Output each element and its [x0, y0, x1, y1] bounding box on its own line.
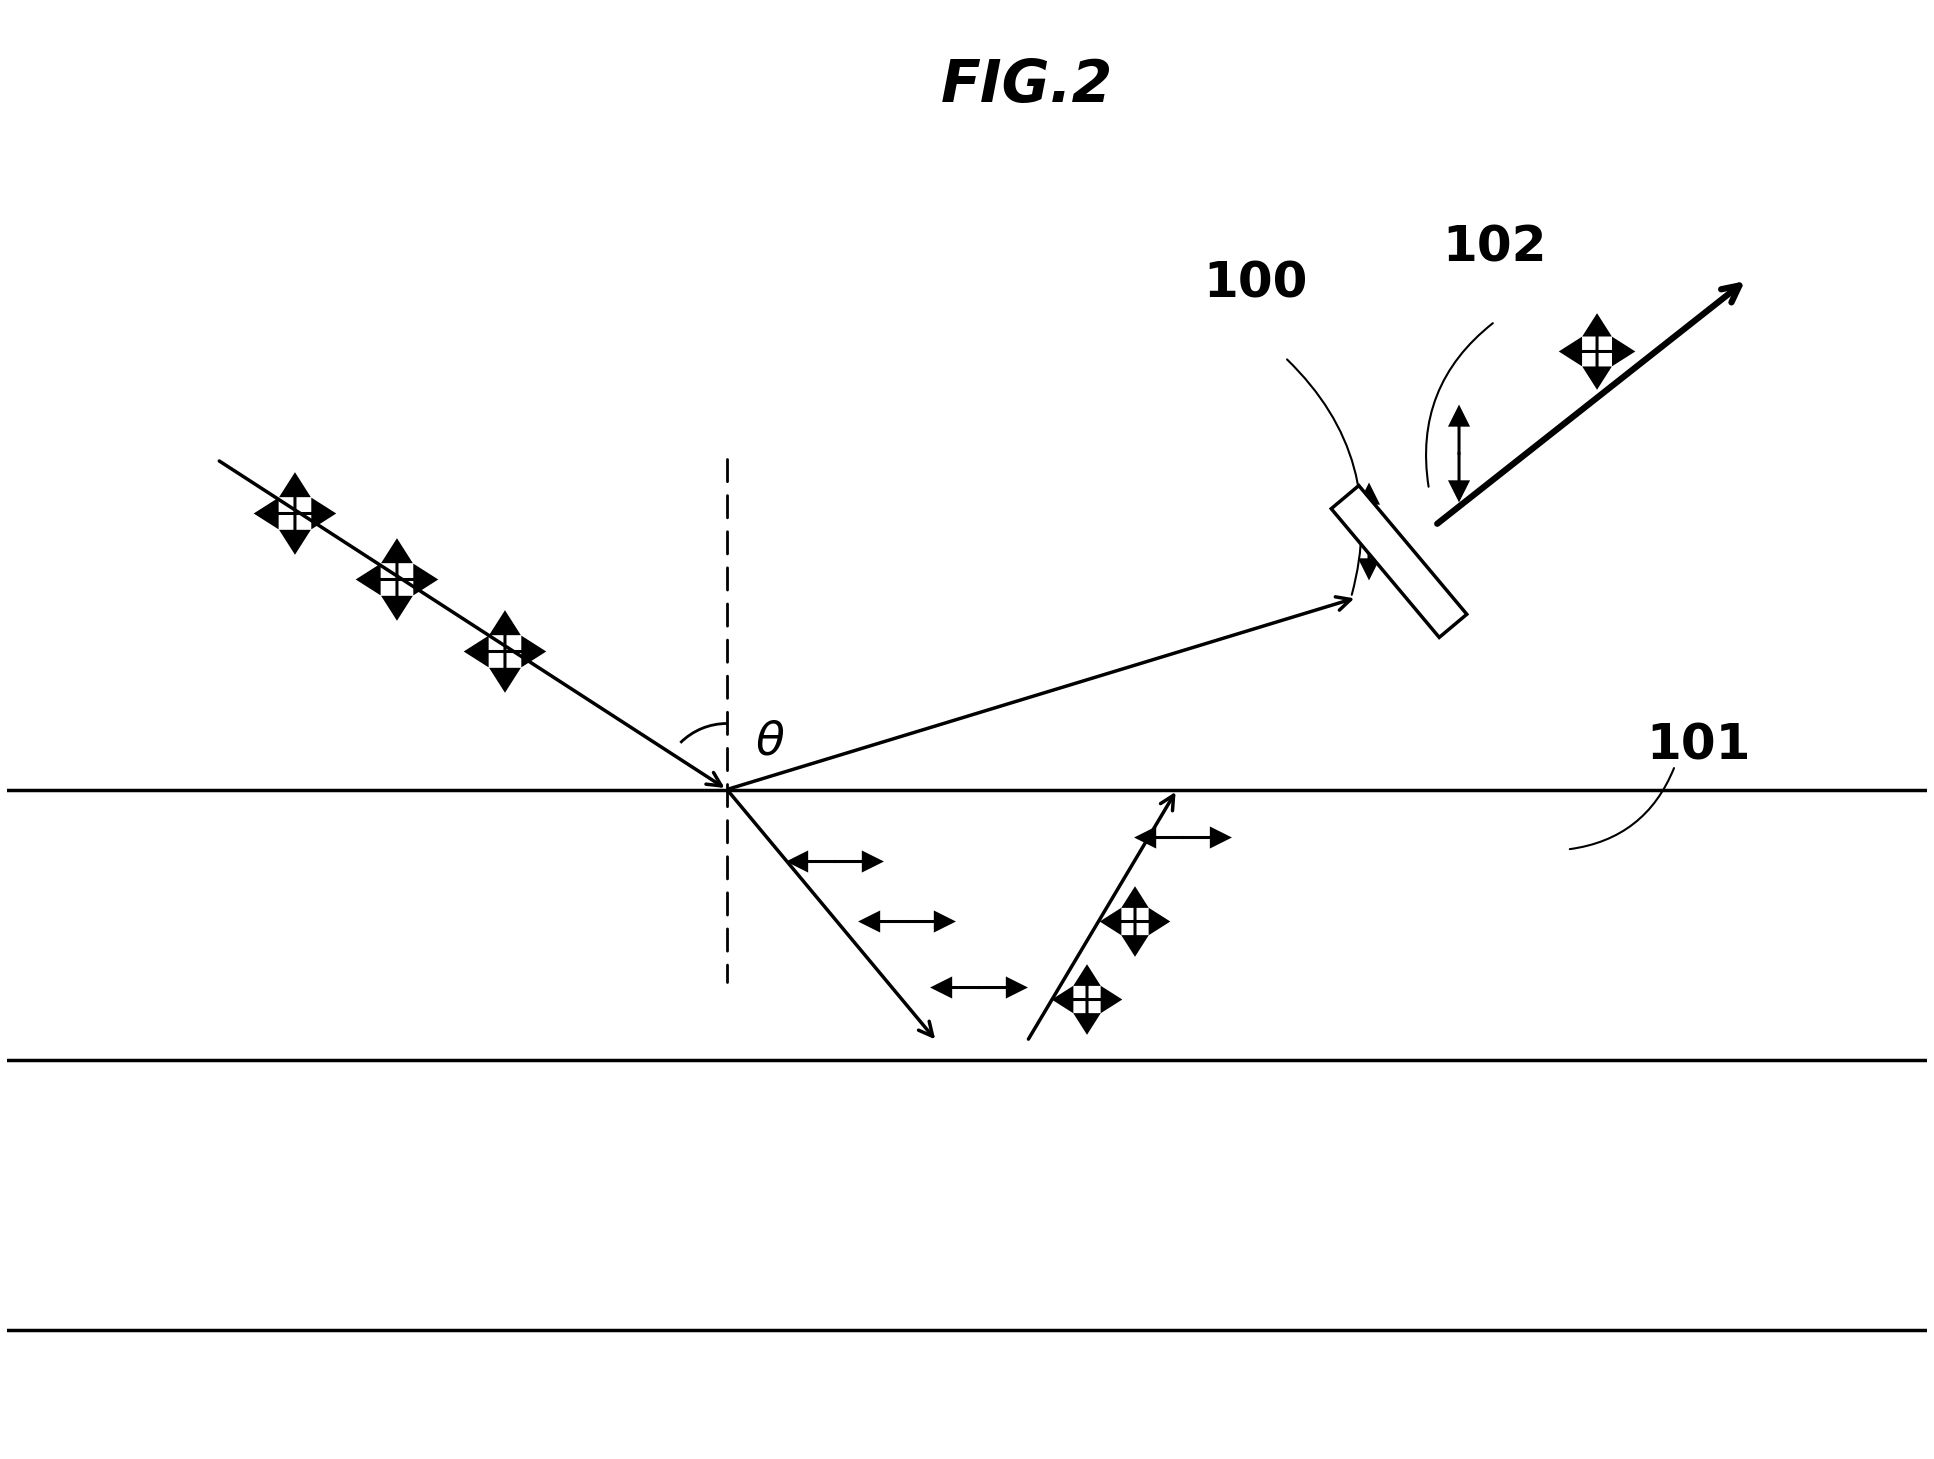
FancyArrow shape [932, 979, 979, 996]
FancyArrow shape [466, 638, 505, 665]
FancyArrow shape [1137, 829, 1184, 846]
FancyArrow shape [835, 852, 882, 871]
Text: θ: θ [754, 719, 783, 765]
FancyArrow shape [358, 566, 396, 594]
FancyArrow shape [1360, 486, 1379, 531]
FancyArrow shape [1124, 889, 1147, 922]
FancyArrow shape [907, 912, 953, 931]
FancyArrow shape [1584, 352, 1609, 388]
FancyArrow shape [789, 852, 835, 871]
FancyArrow shape [1087, 988, 1120, 1011]
FancyArrow shape [491, 652, 518, 690]
FancyArrow shape [1054, 988, 1087, 1011]
FancyArrow shape [1584, 315, 1609, 352]
FancyArrow shape [1075, 966, 1099, 999]
FancyArrow shape [383, 540, 410, 579]
FancyArrow shape [383, 579, 410, 619]
FancyArrow shape [1360, 531, 1379, 578]
FancyArrow shape [1102, 910, 1135, 934]
Bar [1331, 486, 1466, 638]
Text: 100: 100 [1203, 260, 1307, 308]
FancyArrow shape [979, 979, 1025, 996]
FancyArrow shape [296, 500, 335, 527]
Text: 102: 102 [1443, 223, 1547, 271]
Text: FIG.2: FIG.2 [940, 57, 1114, 114]
FancyArrow shape [1450, 407, 1468, 454]
FancyArrow shape [1450, 454, 1468, 499]
FancyArrow shape [280, 514, 309, 553]
FancyArrow shape [1135, 910, 1168, 934]
FancyArrow shape [505, 638, 543, 665]
FancyArrow shape [491, 613, 518, 652]
FancyArrow shape [1597, 338, 1632, 365]
Text: 101: 101 [1646, 722, 1752, 769]
FancyArrow shape [280, 474, 309, 514]
FancyArrow shape [1561, 338, 1597, 365]
FancyArrow shape [255, 500, 296, 527]
FancyArrow shape [861, 912, 907, 931]
FancyArrow shape [396, 566, 435, 594]
FancyArrow shape [1184, 829, 1230, 846]
FancyArrow shape [1124, 922, 1147, 954]
FancyArrow shape [1075, 999, 1099, 1033]
